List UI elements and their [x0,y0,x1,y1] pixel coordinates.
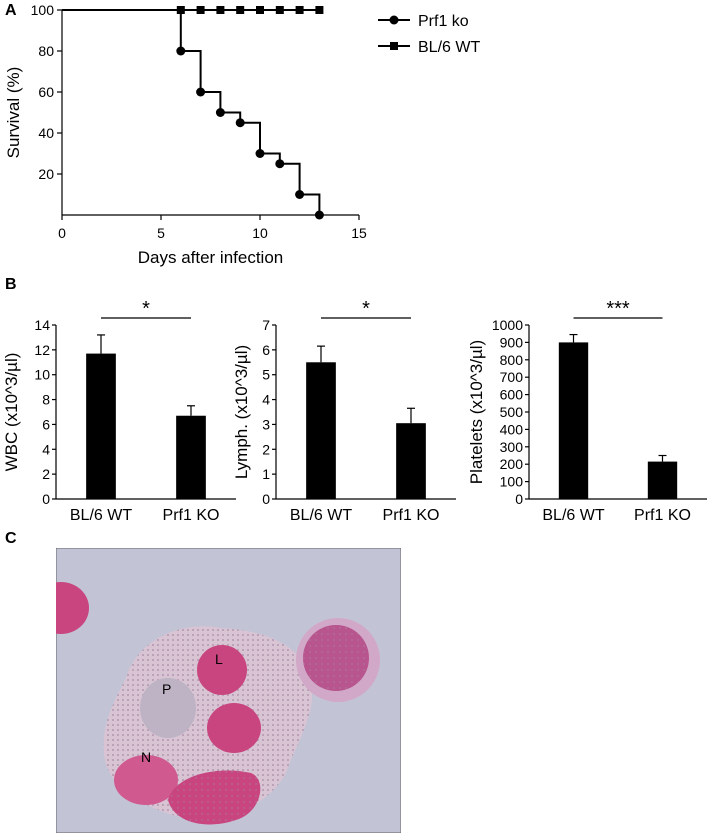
point-bl6-wt [275,6,284,14]
y-tick-label: 100 [31,2,55,18]
point-bl6-wt [216,6,225,14]
y-tick-label: 300 [500,439,524,455]
point-prf1-ko [255,149,265,158]
point-bl6-wt [315,6,324,14]
point-prf1-ko [196,87,206,97]
significance-stars: *** [606,300,630,320]
panel-a-label: A [5,2,17,19]
y-tick-label: 6 [42,416,50,432]
cell-edge-topleft [56,582,89,634]
y-axis-label: WBC (x10^3/µl) [2,353,21,472]
x-tick-label: 5 [157,225,165,241]
y-tick-label: 0 [515,491,523,507]
bar [86,353,116,499]
y-tick-label: 800 [500,352,524,368]
platelet-cluster [140,678,196,738]
significance-stars: * [362,300,370,320]
panel-b-label: B [5,276,17,293]
category-label: Prf1 KO [383,507,440,524]
y-tick-label: 700 [500,369,524,385]
y-tick-label: 1000 [492,317,523,333]
bar [306,362,336,499]
y-tick-label: 6 [262,342,270,358]
legend-label-bl6-wt: BL/6 WT [418,39,480,56]
series-line-prf1-ko [62,9,321,215]
legend-label-prf1-ko: Prf1 ko [418,13,469,30]
category-label: BL/6 WT [290,507,352,524]
point-bl6-wt [295,6,304,14]
survival-chart: 0 5 10 15 20 40 60 80 100 Days after infection Sur… [4,2,480,267]
category-label: Prf1 KO [163,507,220,524]
y-tick-label: 4 [42,441,50,457]
micrograph-label-l: L [215,651,223,667]
y-tick-label: 500 [500,404,524,420]
y-tick-label: 100 [500,474,524,490]
x-tick-label: 10 [252,225,268,241]
y-tick-label: 900 [500,334,524,350]
y-axis-label: Survival (%) [4,67,23,159]
micrograph: L P N [56,548,401,833]
panel-c-label: C [5,530,17,547]
y-tick-label: 3 [262,416,270,432]
y-tick-label: 600 [500,387,524,403]
lymph-bar-chart: 0 1 2 3 4 5 6 7 BL/6 WT Prf1 KO * Lymph. (x10^3/µl) [232,300,456,524]
y-tick-label: 400 [500,421,524,437]
legend-marker-bl6-wt [390,42,398,50]
x-tick-label: 15 [351,225,367,241]
mast-cell-granules [303,625,369,691]
y-axis-label: Lymph. (x10^3/µl) [232,345,251,479]
neutrophil-lobe-granules [168,770,261,825]
y-tick-label: 1 [262,466,270,482]
point-bl6-wt [196,6,205,14]
y-tick-label: 10 [34,367,50,383]
y-tick-label: 80 [38,43,54,59]
point-prf1-ko [295,190,305,199]
bar [558,342,589,499]
bar [396,423,426,499]
neutrophil-nucleus-2 [114,755,178,805]
significance-stars: * [142,300,150,320]
y-tick-label: 2 [262,441,270,457]
y-tick-label: 60 [38,84,54,100]
x-tick-label: 0 [58,225,66,241]
y-tick-label: 14 [34,317,50,333]
point-bl6-wt [176,6,185,14]
neutrophil-nucleus-1 [207,703,261,753]
x-axis-label: Days after infection [138,248,284,267]
bar [647,461,678,499]
point-bl6-wt [256,6,264,14]
y-tick-label: 12 [34,342,50,358]
y-tick-label: 4 [262,392,270,408]
wbc-bar-chart: 0 2 4 6 8 10 12 14 BL/6 WT Prf1 KO * WBC (x10^3/µl) [2,300,236,524]
point-prf1-ko [235,118,245,128]
y-tick-label: 2 [42,466,50,482]
y-tick-label: 0 [42,491,50,507]
y-tick-label: 5 [262,367,270,383]
y-tick-label: 7 [262,317,270,333]
micrograph-label-n: N [141,749,151,765]
point-bl6-wt [236,6,245,14]
point-prf1-ko [275,159,285,169]
y-tick-label: 40 [38,125,54,141]
category-label: Prf1 KO [634,507,691,524]
lymphocyte-nucleus [197,645,247,695]
micrograph-label-p: P [162,681,171,697]
point-prf1-ko [314,210,324,220]
legend-marker-prf1-ko [389,15,399,25]
y-axis-label: Platelets (x10^3/µl) [467,340,486,484]
point-prf1-ko [176,46,186,56]
y-tick-label: 0 [262,491,270,507]
point-prf1-ko [215,108,225,117]
category-label: BL/6 WT [542,507,604,524]
y-tick-label: 20 [38,166,54,182]
y-tick-label: 8 [42,392,50,408]
y-tick-label: 200 [500,456,524,472]
bar [176,415,206,499]
category-label: BL/6 WT [70,507,132,524]
